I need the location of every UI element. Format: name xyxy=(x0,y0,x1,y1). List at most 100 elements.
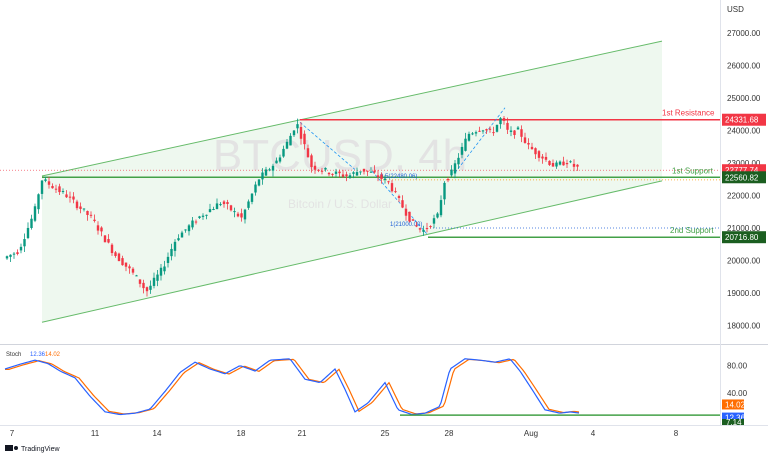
candle-body xyxy=(86,210,89,215)
stoch-d-value: 14.02 xyxy=(45,352,61,358)
candle-body xyxy=(5,256,9,259)
currency-label: USD xyxy=(727,5,744,14)
candle-body xyxy=(254,184,257,193)
resistance-price-tag xyxy=(722,113,766,126)
candle-body xyxy=(19,246,23,251)
stoch-partial-tag xyxy=(722,419,744,425)
candle-body xyxy=(177,238,180,241)
candle-body xyxy=(513,130,516,136)
candle-body xyxy=(44,179,47,181)
candle-body xyxy=(121,258,124,266)
stoch-pane xyxy=(0,347,720,422)
candle-body xyxy=(145,287,149,292)
candle-body xyxy=(110,244,114,254)
candle-body xyxy=(226,202,229,204)
candle-body xyxy=(107,239,110,243)
candle-body xyxy=(387,181,390,183)
candle-body xyxy=(261,172,264,180)
candle-body xyxy=(250,193,254,202)
candle-body xyxy=(152,277,156,286)
candle-body xyxy=(317,169,320,171)
candle-body xyxy=(61,191,65,193)
candle-body xyxy=(530,146,534,150)
resistance-price-tag-text: 24331.68 xyxy=(725,116,759,125)
candle-body xyxy=(527,142,530,145)
candle-body xyxy=(282,148,285,157)
candle-body xyxy=(103,235,107,243)
candle-body xyxy=(369,171,373,173)
candle-body xyxy=(544,156,548,160)
resistance-label: 1st Resistance xyxy=(662,109,715,118)
candle-body xyxy=(352,172,355,174)
candle-body xyxy=(548,160,551,165)
candle-body xyxy=(506,122,509,130)
candle-body xyxy=(306,148,310,158)
time-axis[interactable]: 7 11 14 18 21 25 28 Aug 4 8 xyxy=(10,429,679,438)
support-2-price-tag-text: 20716.80 xyxy=(725,233,759,242)
candle-body xyxy=(453,163,457,174)
price-tick-label: 20000.00 xyxy=(727,257,761,266)
candle-body xyxy=(320,170,324,172)
candle-body xyxy=(289,135,292,146)
channel-upper-line[interactable] xyxy=(41,40,663,177)
tradingview-logo-icon[interactable] xyxy=(5,445,18,451)
candle-body xyxy=(72,196,75,200)
stoch-k-line xyxy=(4,358,580,416)
candle-body xyxy=(422,229,425,232)
candle-body xyxy=(394,191,397,193)
candle-body xyxy=(219,204,222,206)
time-tick-label: 7 xyxy=(10,429,15,438)
price-tick-label: 26000.00 xyxy=(727,62,761,71)
price-axis[interactable]: 18000.00 19000.00 20000.00 21000.00 22000.00… xyxy=(727,29,761,331)
candle-body xyxy=(30,218,33,229)
candle-body xyxy=(551,163,555,167)
candle-body xyxy=(212,208,215,210)
support-1-label: 1st Support xyxy=(672,166,714,175)
candle-body xyxy=(345,174,348,177)
candle-body xyxy=(362,168,366,172)
tradingview-logo-text[interactable]: TradingView xyxy=(21,446,60,453)
candle-body xyxy=(383,178,387,181)
candle-body xyxy=(390,183,394,192)
candle-body xyxy=(523,137,527,143)
candle-body xyxy=(299,126,303,139)
candle-body xyxy=(331,173,334,175)
candle-body xyxy=(79,206,82,209)
candle-body xyxy=(313,165,317,170)
candle-body xyxy=(163,266,166,272)
time-tick-label: 18 xyxy=(237,429,246,438)
candle-body xyxy=(481,130,485,132)
candle-body xyxy=(348,175,352,178)
candle-body xyxy=(450,169,453,176)
ascending-channel[interactable] xyxy=(42,41,662,323)
candle-body xyxy=(205,214,208,216)
time-tick-label: 11 xyxy=(91,429,100,438)
candle-body xyxy=(366,170,369,172)
candle-body xyxy=(170,248,173,257)
candle-body xyxy=(233,211,236,213)
price-tick-label: 18000.00 xyxy=(727,322,761,331)
support-2-price-tag xyxy=(722,231,766,244)
stoch-name: Stoch xyxy=(6,352,21,358)
candle-body xyxy=(26,227,30,239)
candle-body xyxy=(488,128,492,130)
stoch-value-tag-text: 12.36 xyxy=(725,414,746,423)
candle-body xyxy=(296,124,299,129)
candle-body xyxy=(96,225,100,231)
candles-layer[interactable] xyxy=(5,115,579,297)
time-tick-label: 25 xyxy=(381,429,390,438)
candle-body xyxy=(555,162,558,167)
time-tick-label: Aug xyxy=(524,429,538,438)
candle-body xyxy=(194,221,198,223)
fib-swing-line-2 xyxy=(371,170,429,236)
channel-lower-line[interactable] xyxy=(41,180,663,323)
candle-body xyxy=(257,179,261,186)
candle-body xyxy=(114,252,117,256)
time-tick-label: 8 xyxy=(674,429,679,438)
stochastic-indicator[interactable]: 80.00 40.00 14.02 12.367.14 xyxy=(4,358,748,427)
candle-body xyxy=(499,118,502,125)
candle-body xyxy=(516,127,520,130)
candle-body xyxy=(446,178,450,181)
candle-body xyxy=(180,232,184,238)
candle-body xyxy=(569,161,572,163)
